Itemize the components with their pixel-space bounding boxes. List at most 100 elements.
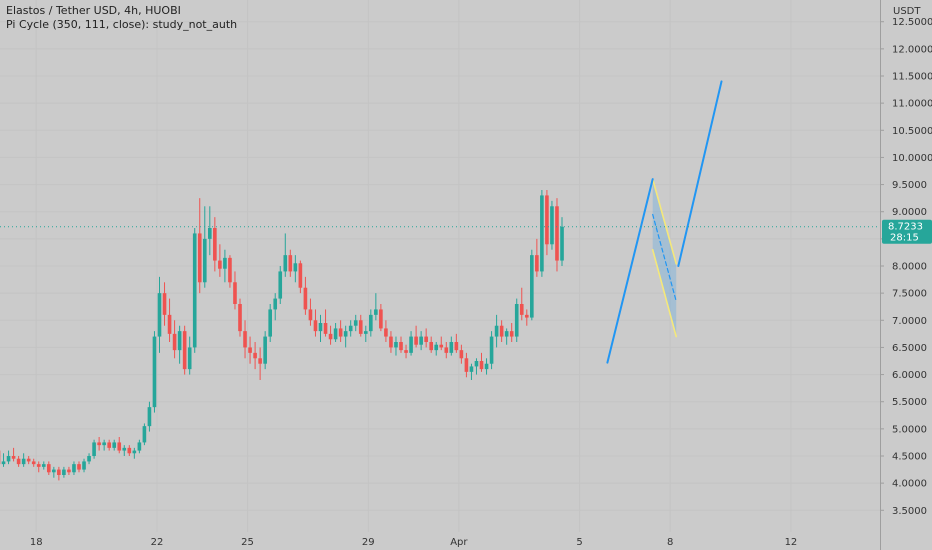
candle-body (524, 314, 529, 318)
candle-body (46, 464, 51, 473)
candle-body (449, 342, 454, 353)
candle (238, 298, 242, 337)
candle-body (514, 304, 519, 337)
candle-body (283, 255, 288, 272)
candle-body (338, 328, 343, 337)
y-tick-label: 11.0000 (892, 99, 932, 110)
candle-body (530, 255, 534, 318)
candle (535, 238, 539, 277)
candle-body (379, 309, 383, 329)
y-tick-label: 4.5000 (892, 452, 927, 463)
candle-body (142, 426, 147, 443)
candle (243, 320, 247, 359)
candle-body (132, 450, 137, 454)
candle (469, 363, 474, 380)
candle (258, 347, 262, 380)
candle-body (213, 228, 217, 261)
candle (142, 423, 147, 446)
candle-body (323, 323, 328, 334)
bar-countdown: 28:15 (890, 233, 919, 244)
last-price-tag-bg (882, 219, 932, 244)
candle (524, 309, 529, 326)
candle-body (243, 331, 247, 348)
candle (182, 325, 187, 375)
candle (323, 309, 328, 337)
candle (414, 325, 418, 348)
candle-body (439, 344, 444, 348)
candle-body (348, 325, 353, 332)
chart-legend-title[interactable]: Elastos / Tether USD, 4h, HUOBI (6, 4, 181, 17)
candle-body (288, 255, 293, 272)
channel-lower-line (651, 248, 678, 338)
price-axis[interactable]: 3.5000 4.0000 4.5000 5.0000 5.5000 6.0000 6.50… (880, 17, 932, 517)
candle-body (469, 366, 474, 372)
candle (288, 249, 293, 277)
candle-body (489, 336, 494, 364)
candle (107, 439, 111, 451)
candle (273, 293, 278, 321)
candle (494, 314, 499, 348)
candle-body (36, 464, 41, 467)
candle (16, 456, 21, 467)
x-tick-label: 29 (362, 537, 375, 548)
candle (338, 320, 343, 342)
candle (449, 336, 454, 356)
candle (157, 276, 162, 353)
candle-body (328, 333, 333, 340)
y-tick-label: 3.5000 (892, 506, 927, 517)
y-axis-unit: USDT (893, 6, 921, 17)
candle (21, 453, 26, 467)
time-axis[interactable]: 18 22 25 29 Apr 5 8 12 (30, 537, 797, 548)
candle-body (560, 226, 564, 261)
candle-body (72, 464, 76, 473)
candle-body (127, 447, 132, 454)
candle (177, 325, 182, 364)
candle (439, 336, 444, 351)
candle (424, 328, 428, 348)
candle (11, 447, 16, 462)
x-tick-label: 5 (576, 537, 582, 548)
candle-body (228, 257, 232, 283)
candle (87, 453, 91, 465)
y-tick-label: 10.0000 (892, 153, 932, 164)
candle (92, 439, 96, 459)
candle (389, 331, 393, 353)
candle (363, 325, 368, 342)
candle (147, 401, 152, 432)
candle (328, 325, 333, 345)
x-tick-label: 22 (151, 537, 164, 548)
candle-body (419, 336, 423, 345)
candle-body (318, 323, 323, 332)
candle (298, 260, 303, 294)
candle-body (67, 469, 71, 473)
candle-body (535, 255, 539, 272)
candle-body (202, 238, 207, 283)
candle (202, 206, 207, 288)
candle (489, 331, 494, 370)
candle-body (273, 298, 278, 310)
candle (97, 437, 101, 451)
candle-body (298, 263, 303, 288)
candle-body (62, 469, 66, 475)
candle (36, 461, 41, 473)
candle-body (97, 442, 101, 446)
candle (187, 336, 192, 375)
candle (550, 200, 554, 250)
candle (137, 439, 142, 454)
candle-body (87, 456, 91, 462)
candle-body (16, 458, 21, 465)
candle (213, 217, 217, 272)
candle-body (424, 336, 428, 342)
candle (333, 323, 338, 342)
candle-body (474, 361, 479, 367)
candle-body (102, 442, 106, 446)
candle-body (353, 320, 358, 326)
chart-legend-study[interactable]: Pi Cycle (350, 111, close): study_not_au… (6, 18, 238, 31)
candle-body (157, 293, 162, 337)
candle (504, 328, 509, 345)
candle-body (333, 328, 338, 340)
candle (233, 271, 237, 310)
candle-body (82, 461, 86, 470)
